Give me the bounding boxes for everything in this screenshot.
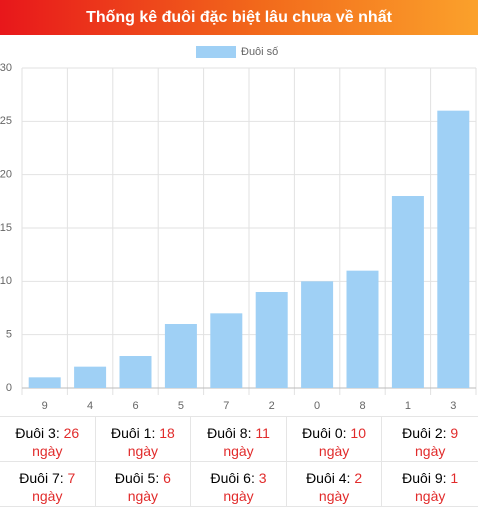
y-tick-label: 15 bbox=[0, 222, 12, 234]
cell-label: Đuôi 7: bbox=[19, 470, 64, 486]
legend-swatch bbox=[196, 46, 236, 58]
bar bbox=[210, 313, 243, 388]
cell-value: 3 bbox=[258, 470, 267, 486]
table-cell: Đuôi 6: 3 ngày bbox=[191, 462, 287, 507]
cell-unit: ngày bbox=[32, 443, 63, 459]
table-cell: Đuôi 0: 10 ngày bbox=[286, 417, 383, 462]
table-cell: Đuôi 2: 9 ngày bbox=[382, 417, 478, 462]
cell-label: Đuôi 9: bbox=[402, 470, 447, 486]
y-tick-label: 10 bbox=[0, 275, 12, 287]
x-tick-label: 6 bbox=[132, 400, 138, 412]
cell-label: Đuôi 1: bbox=[110, 425, 156, 441]
cell-unit: ngày bbox=[32, 488, 63, 504]
y-tick-label: 20 bbox=[0, 169, 12, 181]
cell-unit: ngày bbox=[318, 443, 350, 459]
cell-label: Đuôi 2: bbox=[402, 425, 447, 441]
cell-value: 26 bbox=[63, 425, 80, 441]
x-tick-label: 5 bbox=[178, 400, 184, 412]
cell-unit: ngày bbox=[318, 488, 350, 504]
cell-value: 18 bbox=[159, 425, 175, 441]
bar bbox=[28, 377, 61, 388]
bar bbox=[255, 292, 288, 388]
x-tick-label: 4 bbox=[87, 400, 93, 412]
y-tick-label: 30 bbox=[0, 62, 12, 74]
cell-label: Đuôi 5: bbox=[114, 470, 160, 486]
bar bbox=[391, 196, 424, 388]
x-tick-label: 2 bbox=[269, 400, 275, 412]
bar bbox=[74, 366, 107, 388]
summary-table: Đuôi 3: 26 ngày Đuôi 1: 18 ngày Đuôi 8: 11 ng… bbox=[0, 416, 478, 507]
x-tick-label: 0 bbox=[314, 400, 320, 412]
cell-value: 9 bbox=[450, 425, 459, 441]
bar bbox=[119, 356, 152, 388]
table-cell: Đuôi 8: 11 ngày bbox=[191, 417, 287, 462]
cell-value: 10 bbox=[350, 425, 366, 441]
y-tick-label: 0 bbox=[6, 382, 12, 394]
cell-label: Đuôi 4: bbox=[306, 470, 351, 486]
cell-label: Đuôi 8: bbox=[207, 425, 252, 441]
bar bbox=[301, 281, 334, 388]
cell-unit: ngày bbox=[223, 443, 254, 459]
cell-value: 11 bbox=[255, 425, 270, 441]
cell-value: 1 bbox=[450, 470, 459, 486]
y-tick-label: 25 bbox=[0, 115, 12, 127]
cell-unit: ngày bbox=[127, 443, 159, 459]
cell-value: 7 bbox=[67, 470, 76, 486]
table-cell: Đuôi 9: 1 ngày bbox=[382, 462, 478, 507]
x-tick-label: 1 bbox=[405, 400, 411, 412]
cell-unit: ngày bbox=[415, 488, 446, 504]
x-tick-label: 8 bbox=[359, 400, 365, 412]
table-cell: Đuôi 7: 7 ngày bbox=[0, 462, 96, 507]
cell-unit: ngày bbox=[223, 488, 254, 504]
cell-label: Đuôi 3: bbox=[15, 425, 60, 441]
legend-label: Đuôi số bbox=[241, 46, 278, 58]
cell-unit: ngày bbox=[415, 443, 446, 459]
x-tick-label: 7 bbox=[223, 400, 229, 412]
table-cell: Đuôi 1: 18 ngày bbox=[95, 417, 192, 462]
x-tick-label: 9 bbox=[42, 400, 48, 412]
bar bbox=[346, 270, 379, 388]
x-tick-label: 3 bbox=[450, 400, 456, 412]
table-cell: Đuôi 4: 2 ngày bbox=[286, 462, 383, 507]
table-cell: Đuôi 3: 26 ngày bbox=[0, 417, 96, 462]
cell-label: Đuôi 0: bbox=[302, 425, 347, 441]
cell-label: Đuôi 6: bbox=[210, 470, 255, 486]
cell-value: 2 bbox=[354, 470, 363, 486]
bar bbox=[164, 324, 197, 388]
bar bbox=[437, 110, 470, 389]
cell-unit: ngày bbox=[127, 488, 159, 504]
chart-title: Thống kê đuôi đặc biệt lâu chưa về nhất bbox=[0, 0, 478, 35]
cell-value: 6 bbox=[163, 470, 171, 486]
y-tick-label: 5 bbox=[6, 329, 12, 341]
table-cell: Đuôi 5: 6 ngày bbox=[95, 462, 192, 507]
